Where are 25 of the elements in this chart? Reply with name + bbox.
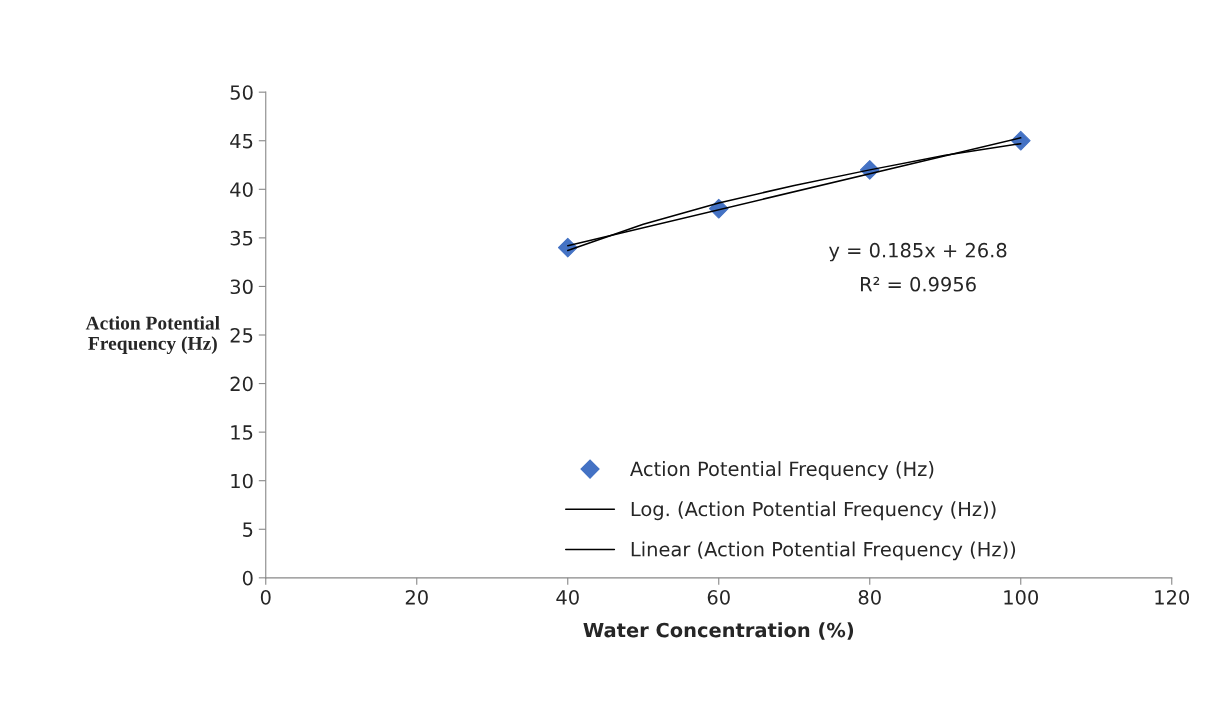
y-tick-label: 40 [230,182,253,197]
y-tick-label: 35 [230,230,253,246]
x-tick-label: 80 [858,589,881,605]
y-tick-label: 10 [231,473,253,489]
y-axis-title: Action Potential Frequency (Hz) [85,315,220,355]
y-tick-label: 50 [230,85,253,100]
y-tick-label: 30 [230,279,253,295]
x-tick-label: 120 [1155,589,1190,605]
annotation: R² = 0.9956 [860,276,976,292]
x-tick-label: 60 [707,589,730,605]
legend-label: Log. (Action Potential Frequency (Hz)) [631,501,996,521]
y-tick-label: 20 [230,376,253,392]
x-axis-title: Water Concentration (%) [583,622,854,640]
y-tick-label: 5 [243,522,253,537]
y-tick-label: 0 [242,570,253,586]
x-tick-label: 20 [405,589,428,605]
x-tick-label: 0 [260,589,271,605]
legend-label: Action Potential Frequency (Hz) [630,461,934,480]
annotation: y = 0.185x + 26.8 [829,242,1007,262]
y-tick-label: 25 [230,327,253,343]
y-tick-label: 45 [230,133,253,149]
legend-label: Linear (Action Potential Frequency (Hz)) [631,541,1016,561]
x-tick-label: 100 [1004,589,1039,605]
x-tick-label: 40 [556,589,579,605]
y-tick-label: 15 [231,425,253,440]
